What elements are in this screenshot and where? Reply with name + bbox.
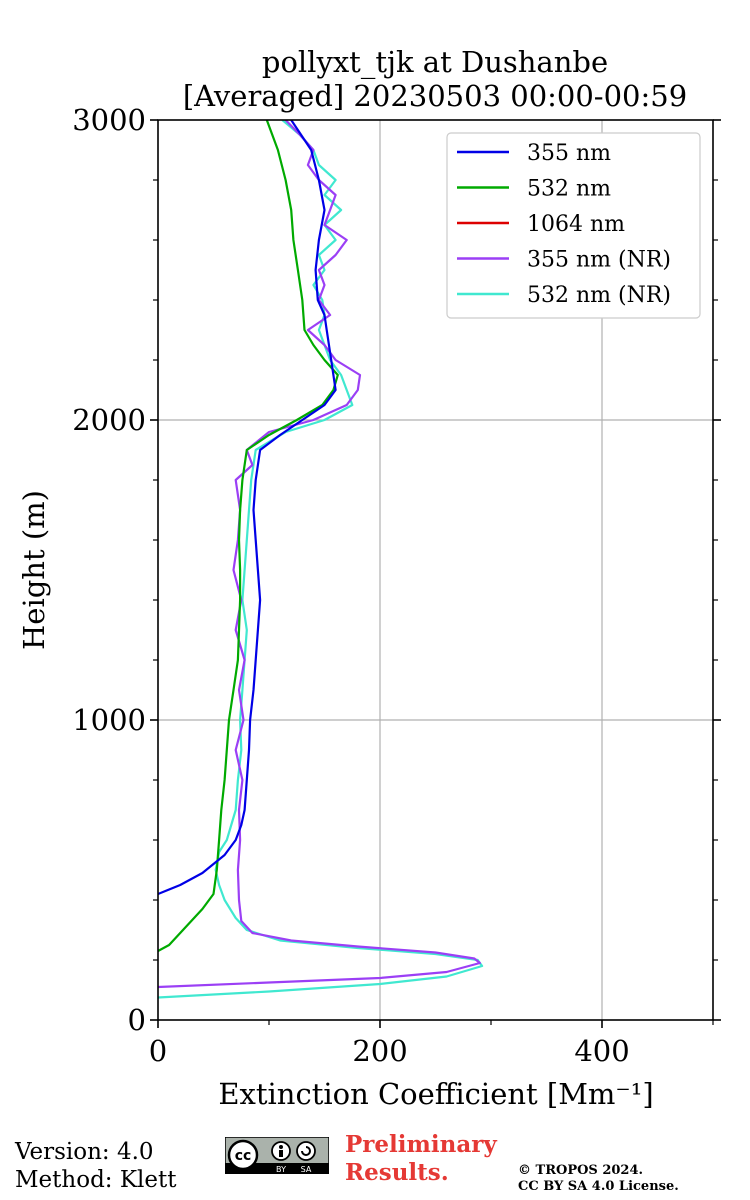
x-tick-label: 200 — [352, 1034, 407, 1068]
y-tick-label: 3000 — [72, 103, 146, 137]
chart-title-line1: pollyxt_tjk at Dushanbe — [262, 45, 608, 80]
plot-frame — [157, 119, 714, 1021]
badge-by-label: BY — [276, 1165, 286, 1174]
series-line-355-nm-nr — [158, 120, 481, 989]
y-tick-label: 0 — [128, 1003, 146, 1037]
preliminary-line2: Results. — [345, 1159, 449, 1186]
legend-label-355-nm-nr: 355 nm (NR) — [527, 248, 671, 273]
copyright-line2: CC BY SA 4.0 License. — [518, 1179, 679, 1194]
x-tick-label: 400 — [574, 1034, 629, 1068]
y-tick-label: 2000 — [72, 403, 146, 437]
chart-title-line2: [Averaged] 20230503 00:00-00:59 — [183, 79, 687, 113]
preliminary-line1: Preliminary — [345, 1131, 497, 1158]
method-text: Method: Klett — [15, 1167, 177, 1193]
cc-by-sa-badge-icon: cc BY SA — [225, 1137, 329, 1174]
badge-sa-label: SA — [301, 1165, 312, 1174]
series-line-355-nm — [158, 120, 337, 896]
legend-box — [446, 132, 701, 319]
legend-label-532-nm-nr: 532 nm (NR) — [527, 283, 671, 308]
tick-layer: 0 200 400 0 1000 2000 3000 — [72, 103, 721, 1068]
copyright-line1: © TROPOS 2024. — [518, 1163, 644, 1178]
footer-version-method: Version: 4.0 Method: Klett — [15, 1138, 176, 1194]
cc-circle-icon — [227, 1139, 259, 1171]
copyright-notice: © TROPOS 2024. CC BY SA 4.0 License. — [518, 1163, 679, 1195]
legend: 355 nm 532 nm 1064 nm 355 nm (NR) 532 nm (NR… — [446, 132, 701, 319]
x-axis-label: Extinction Coefficient [Mm⁻¹] — [218, 1077, 653, 1111]
version-text: Version: 4.0 — [15, 1139, 154, 1165]
sa-share-icon — [296, 1141, 316, 1161]
x-tick-label: 0 — [149, 1034, 167, 1068]
series-line-532-nm-nr — [158, 120, 484, 999]
cc-glyph: cc — [235, 1148, 252, 1164]
legend-label-532-nm: 532 nm — [527, 177, 611, 202]
y-tick-label: 1000 — [72, 703, 146, 737]
legend-label-1064-nm: 1064 nm — [527, 212, 625, 237]
series-line-532-nm — [158, 120, 339, 952]
preliminary-results: Preliminary Results. — [345, 1131, 497, 1187]
legend-label-355-nm: 355 nm — [527, 141, 611, 166]
y-axis-label: Height (m) — [17, 490, 51, 650]
series-layer — [158, 120, 484, 999]
